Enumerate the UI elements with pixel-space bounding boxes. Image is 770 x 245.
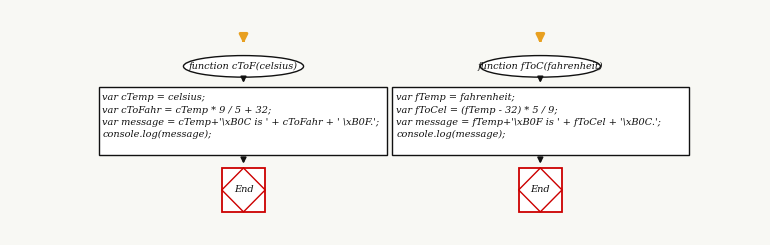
Text: var message = cTemp+'\xB0C is ' + cToFahr + ' \xB0F.';: var message = cTemp+'\xB0C is ' + cToFah… [102,118,380,127]
Bar [222,168,265,212]
Bar [392,87,689,155]
Text: var cTemp = celsius;: var cTemp = celsius; [102,93,206,102]
Ellipse shape [480,56,601,77]
Text: function fToC(fahrenheit): function fToC(fahrenheit) [477,62,603,71]
Text: var fToCel = (fTemp - 32) * 5 / 9;: var fToCel = (fTemp - 32) * 5 / 9; [397,106,557,115]
Bar [99,87,387,155]
Text: var cToFahr = cTemp * 9 / 5 + 32;: var cToFahr = cTemp * 9 / 5 + 32; [102,106,272,115]
Ellipse shape [183,56,303,77]
Text: function cToF(celsius): function cToF(celsius) [189,62,298,71]
Text: End: End [531,185,550,195]
Text: console.log(message);: console.log(message); [397,130,506,139]
Bar [519,168,562,212]
Text: console.log(message);: console.log(message); [102,130,212,139]
Text: var fTemp = fahrenheit;: var fTemp = fahrenheit; [397,93,515,102]
Text: End: End [233,185,253,195]
Text: var message = fTemp+'\xB0F is ' + fToCel + '\xB0C.';: var message = fTemp+'\xB0F is ' + fToCel… [397,118,661,127]
